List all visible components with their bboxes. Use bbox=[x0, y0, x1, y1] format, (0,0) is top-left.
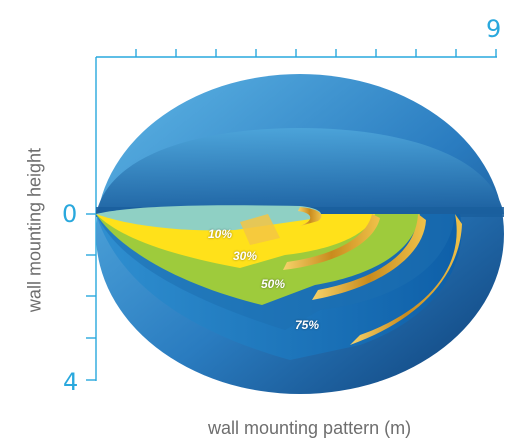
zone-50-label: 50% bbox=[261, 277, 286, 291]
zone-75-label: 75% bbox=[295, 318, 320, 332]
top-axis-value: 9 bbox=[486, 15, 502, 43]
gold-wall-10 bbox=[298, 207, 322, 226]
gold-wall-30 bbox=[283, 214, 380, 270]
left-axis-bottom-value: 4 bbox=[63, 368, 79, 396]
top-axis-ticks bbox=[135, 49, 497, 57]
y-axis-label: wall mounting height bbox=[24, 147, 45, 313]
x-axis-label: wall mounting pattern (m) bbox=[208, 418, 412, 438]
left-axis-top-value: 0 bbox=[62, 200, 78, 228]
zone-10-label: 10% bbox=[208, 227, 233, 241]
dome-cut-top bbox=[96, 128, 504, 214]
center-notch bbox=[240, 214, 280, 245]
left-axis-ticks bbox=[86, 213, 96, 381]
gold-wall-50 bbox=[312, 214, 426, 300]
zone-30-label: 30% bbox=[233, 249, 258, 263]
axes bbox=[86, 49, 497, 381]
